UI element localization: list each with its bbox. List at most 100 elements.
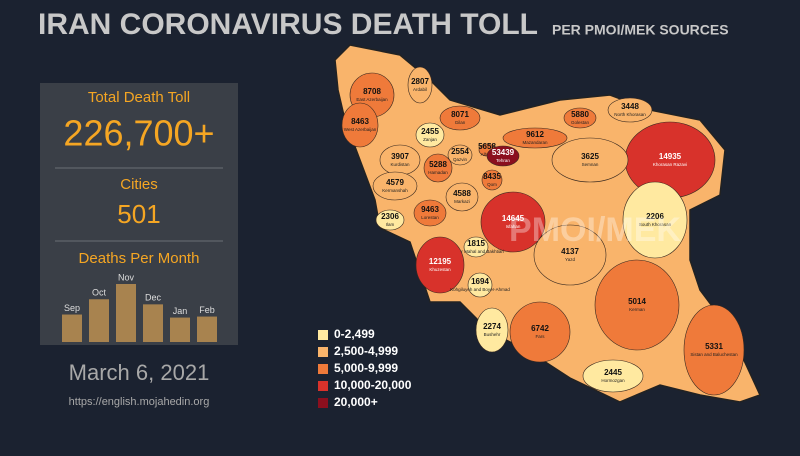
bar [170, 317, 190, 342]
province-deaths: 4579 [386, 178, 404, 187]
province-deaths: 5658 [478, 142, 496, 151]
bar [89, 299, 109, 342]
province-name: Hamadan [428, 170, 448, 175]
bar [197, 316, 217, 342]
province-name: Lorestan [421, 215, 439, 220]
province [607, 97, 653, 123]
province-deaths: 2554 [451, 147, 469, 156]
legend-label: 10,000-20,000 [334, 378, 412, 392]
province-deaths: 5014 [628, 297, 646, 306]
province-name: South Khorasan [639, 222, 672, 227]
province [533, 224, 607, 286]
date: March 6, 2021 [69, 360, 210, 385]
province-deaths: 5880 [571, 110, 589, 119]
url: https://english.mojahedin.org [69, 396, 210, 408]
province [463, 236, 489, 258]
province-deaths: 8071 [451, 110, 469, 119]
province-name: Chahar Mahal and Bakhtiari [448, 249, 504, 254]
province-deaths: 8435 [483, 172, 501, 181]
province-name: Qom [487, 182, 497, 187]
province-deaths: 1815 [467, 239, 485, 248]
province-deaths: 4137 [561, 247, 579, 256]
total-label: Total Death Toll [88, 89, 190, 106]
province-deaths: 5288 [429, 160, 447, 169]
chart-title: Deaths Per Month [79, 250, 200, 267]
province-name: Bushehr [484, 332, 501, 337]
legend-swatch [318, 381, 328, 391]
province-deaths: 2206 [646, 212, 664, 221]
province-deaths: 1694 [471, 277, 489, 286]
province-name: Ilam [386, 222, 395, 227]
province [622, 181, 688, 259]
province-deaths: 3625 [581, 152, 599, 161]
province-name: Hormozgan [601, 378, 625, 383]
province-name: Qazvin [453, 157, 468, 162]
province-name: Khorasan Razavi [653, 162, 687, 167]
province [509, 301, 571, 363]
province [582, 359, 644, 393]
province-deaths: 8463 [351, 117, 369, 126]
legend-label: 0-2,499 [334, 327, 375, 341]
province-deaths: 14935 [659, 152, 682, 161]
total-value: 226,700+ [63, 113, 214, 154]
title: IRAN CORONAVIRUS DEATH TOLL [38, 8, 538, 41]
province-name: Gilan [455, 120, 466, 125]
province-name: West Azerbaijan [344, 127, 377, 132]
province-name: Kurdistan [390, 162, 410, 167]
province-deaths: 2807 [411, 77, 429, 86]
province [475, 307, 509, 353]
bar-label: Dec [145, 293, 162, 303]
province-deaths: 3448 [621, 102, 639, 111]
province-deaths: 5331 [705, 342, 723, 351]
province [445, 182, 479, 212]
province-name: Markazi [454, 199, 470, 204]
province [683, 304, 745, 396]
stats-panel [40, 83, 238, 345]
province [375, 209, 405, 231]
bar-chart: Sep Oct Nov Dec Jan Feb [62, 272, 217, 342]
legend-swatch [318, 330, 328, 340]
province-name: North Khorasan [614, 112, 646, 117]
province [413, 199, 447, 227]
province [439, 105, 481, 131]
province [480, 191, 546, 253]
province [341, 102, 379, 148]
province-deaths: 6742 [531, 324, 549, 333]
province-deaths: 12195 [429, 257, 452, 266]
province [594, 259, 680, 351]
province-name: Semnan [582, 162, 599, 167]
province-name: Mazandaran [522, 140, 548, 145]
bar-label: Oct [92, 288, 107, 298]
legend-swatch [318, 398, 328, 408]
province-name: Zanjan [423, 137, 437, 142]
province [372, 171, 418, 201]
province [415, 236, 465, 294]
bar [116, 284, 136, 342]
bar-label: Jan [173, 306, 188, 316]
province [423, 153, 453, 183]
bar-label: Sep [64, 303, 80, 313]
province [563, 107, 597, 129]
watermark: PMOI/MEK [509, 211, 681, 249]
province-deaths: 2274 [483, 322, 501, 331]
province-deaths: 2455 [421, 127, 439, 136]
province [551, 137, 629, 183]
province-deaths: 53439 [492, 148, 515, 157]
province-name: East Azerbaijan [356, 97, 388, 102]
province-name: Kerman [629, 307, 645, 312]
province-deaths: 14645 [502, 214, 525, 223]
province [486, 145, 520, 167]
bar [143, 304, 163, 342]
province-name: Ardabil [413, 87, 427, 92]
province [407, 66, 433, 104]
province-deaths: 9463 [421, 205, 439, 214]
bar-label: Nov [118, 272, 135, 282]
province-deaths: 9612 [526, 130, 544, 139]
legend-swatch [318, 347, 328, 357]
province-name: Golestan [571, 120, 590, 125]
province-name: Isfahan [506, 224, 521, 229]
bar-label: Feb [199, 305, 215, 315]
